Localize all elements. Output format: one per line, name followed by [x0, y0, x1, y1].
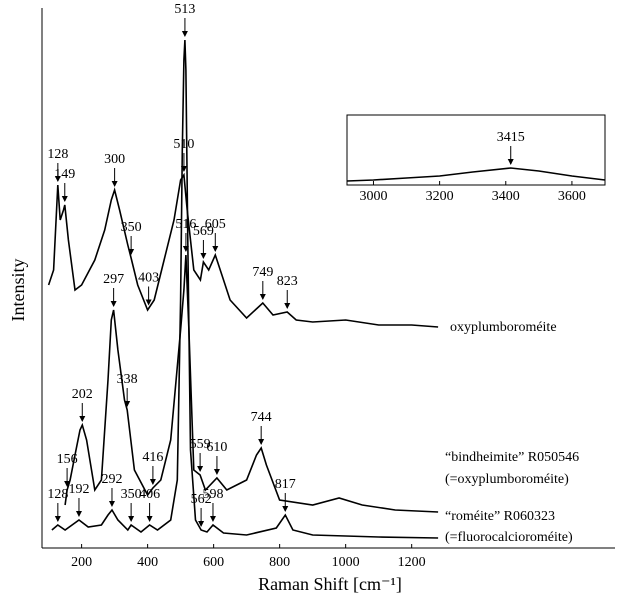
peak-label: 338 — [117, 372, 138, 387]
peak-label: 516 — [175, 217, 196, 232]
peak-label: 823 — [277, 274, 298, 289]
peak-arrowhead — [284, 303, 291, 309]
peak-arrowhead — [149, 479, 156, 485]
peak-label: 350 — [121, 220, 142, 235]
peak-label: 192 — [68, 482, 89, 497]
inset-frame — [346, 114, 606, 186]
x-tick-label: 400 — [137, 555, 158, 570]
peak-label: 749 — [252, 265, 273, 280]
peak-label: 610 — [206, 440, 227, 455]
series-label: oxyplumboroméite — [450, 320, 557, 335]
peak-label: 416 — [142, 450, 163, 465]
peak-label: 156 — [57, 452, 78, 467]
peak-arrowhead — [108, 501, 115, 507]
peak-label: 297 — [103, 272, 124, 287]
peak-label: 300 — [104, 152, 125, 167]
peak-arrowhead — [259, 294, 266, 300]
peak-arrowhead — [54, 176, 61, 182]
peak-arrowhead — [197, 466, 204, 472]
x-tick-label: 3200 — [426, 189, 454, 204]
x-tick-label: 600 — [203, 555, 224, 570]
peak-arrowhead — [282, 506, 289, 512]
peak-label: 513 — [174, 2, 195, 17]
peak-arrowhead — [507, 159, 514, 165]
peak-label: 202 — [72, 387, 93, 402]
x-tick-label: 800 — [269, 555, 290, 570]
x-tick-label: 200 — [71, 555, 92, 570]
peak-label: 598 — [202, 487, 223, 502]
peak-arrowhead — [128, 516, 135, 522]
peak-label: 510 — [173, 137, 194, 152]
peak-label: 559 — [190, 437, 211, 452]
peak-label: 569 — [193, 224, 214, 239]
peak-arrowhead — [75, 511, 82, 517]
x-axis-label: Raman Shift [cm⁻¹] — [258, 574, 402, 594]
peak-arrowhead — [258, 439, 265, 445]
peak-label: 3415 — [497, 130, 525, 145]
peak-label: 350 — [121, 487, 142, 502]
peak-arrowhead — [54, 516, 61, 522]
series-label: “bindheimite” R050546 — [445, 450, 579, 465]
peak-label: 128 — [47, 147, 68, 162]
peak-arrowhead — [209, 516, 216, 522]
peak-arrowhead — [111, 181, 118, 187]
peak-label: 605 — [205, 217, 226, 232]
x-tick-label: 3000 — [359, 189, 387, 204]
peak-arrowhead — [200, 253, 207, 259]
x-tick-label: 3600 — [558, 189, 586, 204]
peak-arrowhead — [79, 416, 86, 422]
peak-label: 817 — [275, 477, 296, 492]
peak-arrowhead — [212, 246, 219, 252]
peak-arrowhead — [64, 481, 71, 487]
series-note: (=fluorocalcioroméite) — [445, 530, 573, 545]
peak-arrowhead — [124, 401, 131, 407]
peak-arrowhead — [146, 516, 153, 522]
peak-label: 292 — [101, 472, 122, 487]
peak-label: 149 — [54, 167, 75, 182]
series-note: (=oxyplumboroméite) — [445, 472, 569, 487]
spectrum-line — [47, 172, 439, 328]
spectrum-line — [64, 254, 439, 513]
peak-label: 744 — [251, 410, 272, 425]
x-tick-label: 1000 — [332, 555, 360, 570]
peak-arrowhead — [110, 301, 117, 307]
peak-arrowhead — [145, 299, 152, 306]
peak-label: 403 — [138, 271, 159, 286]
y-axis-label: Intensity — [8, 259, 28, 322]
series-label: “roméite” R060323 — [445, 509, 555, 524]
peak-label: 406 — [139, 487, 160, 502]
peak-arrowhead — [128, 249, 135, 255]
x-tick-label: 1200 — [398, 555, 426, 570]
spectrum-line — [346, 167, 606, 182]
peak-arrowhead — [213, 469, 220, 475]
spectrum-line — [51, 39, 439, 539]
x-tick-label: 3400 — [492, 189, 520, 204]
peak-arrowhead — [61, 196, 68, 202]
peak-label: 562 — [191, 492, 212, 507]
peak-label: 128 — [47, 487, 68, 502]
peak-arrowhead — [181, 31, 188, 37]
peak-arrowhead — [198, 521, 205, 527]
